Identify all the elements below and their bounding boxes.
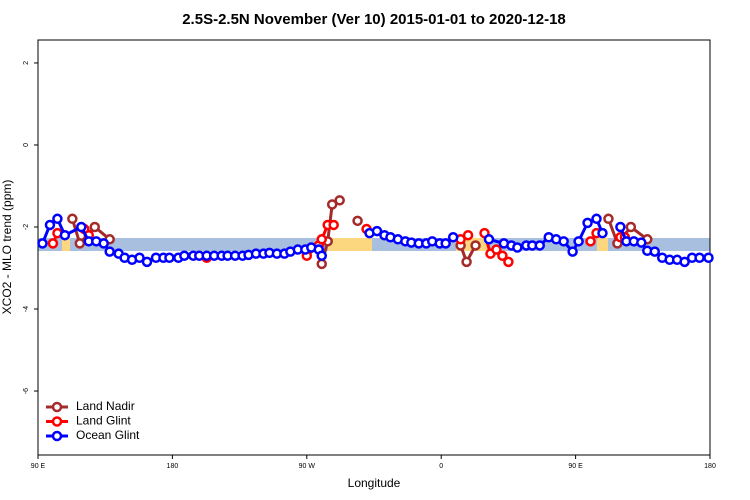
point [694, 252, 705, 264]
point [44, 219, 56, 231]
plot-frame [37, 39, 711, 456]
point [483, 234, 495, 245]
y-tick-label: -4 [23, 306, 30, 312]
y-tick-label: -2 [23, 224, 30, 230]
point [497, 250, 508, 261]
point [582, 217, 593, 229]
point [164, 252, 175, 264]
land-band [62, 238, 70, 251]
point [625, 221, 637, 233]
y-axis-label: XCO2 - MLO trend (ppm) [0, 180, 14, 315]
point [636, 237, 647, 248]
x-tick-label: 90 E [568, 463, 583, 470]
point [461, 256, 472, 268]
legend-label: Land Glint [76, 414, 131, 428]
y-tick-label: 0 [23, 143, 30, 147]
point [597, 227, 608, 239]
y-tick-label: -6 [23, 388, 30, 394]
series [37, 213, 714, 268]
point [462, 229, 474, 241]
x-axis-label: Longitude [348, 476, 401, 490]
point [104, 246, 115, 257]
point [491, 244, 502, 255]
point [534, 240, 546, 251]
x-tick-label: 90 W [299, 463, 316, 470]
point [326, 199, 338, 210]
ocean-band [38, 238, 710, 251]
point [74, 238, 86, 249]
surface-band [38, 238, 710, 251]
point [328, 219, 339, 231]
point [316, 250, 327, 261]
land-band [597, 238, 608, 251]
point [98, 238, 109, 249]
point [76, 221, 87, 233]
point [141, 256, 153, 268]
point [603, 213, 614, 225]
x-tick-label: 90 E [31, 463, 46, 470]
legend-marker [51, 416, 63, 427]
legend-marker [51, 401, 63, 413]
point [352, 215, 363, 227]
point [591, 213, 602, 225]
point [59, 229, 71, 241]
y-tick-label: 2 [23, 61, 30, 65]
point [503, 256, 514, 268]
point [558, 236, 569, 247]
x-tick-label: 180 [167, 463, 179, 470]
point [334, 195, 345, 206]
chart-title: 2.5S-2.5N November (Ver 10) 2015-01-01 t… [182, 11, 566, 28]
point [47, 238, 59, 249]
point [371, 225, 383, 237]
point [567, 246, 578, 257]
point [316, 258, 327, 270]
point [37, 238, 48, 249]
point [179, 250, 190, 261]
x-tick-label: 0 [439, 463, 443, 470]
legend-label: Land Nadir [76, 399, 135, 413]
point [703, 252, 714, 264]
legend-label: Ocean Glint [76, 428, 140, 442]
x-tick-label: 180 [704, 463, 716, 470]
point [679, 256, 690, 268]
point [447, 231, 459, 243]
point [649, 246, 660, 257]
point [512, 242, 523, 253]
legend-marker [51, 430, 63, 442]
land-band [328, 238, 372, 251]
point [573, 236, 584, 247]
point [134, 252, 145, 264]
point [585, 236, 596, 247]
point [89, 221, 100, 233]
point [440, 238, 451, 249]
point [316, 234, 327, 245]
point [615, 221, 626, 233]
point [470, 240, 481, 251]
point [52, 213, 63, 225]
point [67, 213, 78, 225]
